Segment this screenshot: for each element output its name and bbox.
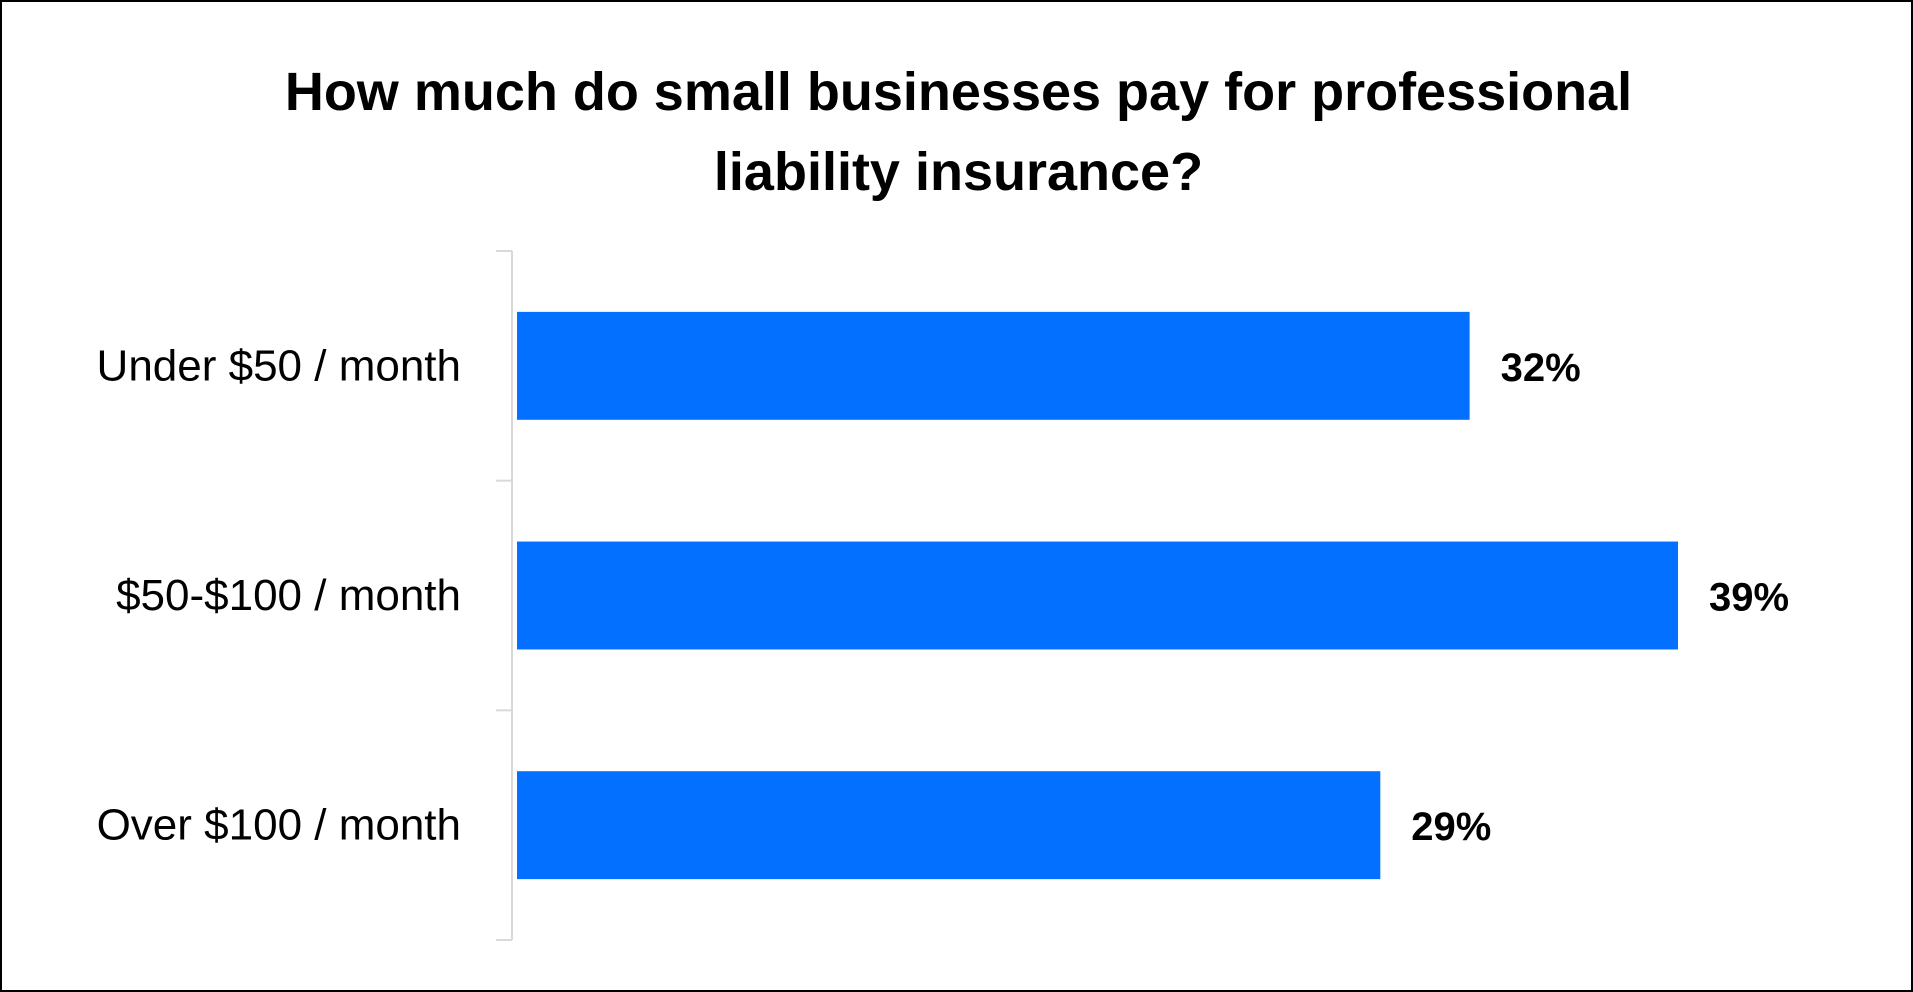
chart-title: How much do small businesses pay for pro… — [2, 52, 1913, 212]
data-label: 29% — [1411, 805, 1491, 849]
chart-title-line-1: How much do small businesses pay for pro… — [284, 62, 1633, 122]
bar — [517, 311, 1470, 420]
category-label: $50-$100 / month — [116, 571, 461, 620]
category-labels-group: Under $50 / month $50-$100 / month Over $1… — [97, 341, 461, 849]
value-labels-group: 32% 39% 29% — [1411, 346, 1789, 849]
bar — [517, 541, 1678, 650]
data-label: 32% — [1501, 346, 1581, 390]
bars-group — [517, 311, 1678, 880]
category-label: Under $50 / month — [97, 341, 461, 390]
data-label: 39% — [1709, 576, 1789, 620]
category-label: Over $100 / month — [97, 801, 461, 850]
y-axis-ticks — [496, 250, 512, 941]
bar — [517, 771, 1381, 880]
chart-title-line-2: liability insurance? — [713, 142, 1204, 202]
